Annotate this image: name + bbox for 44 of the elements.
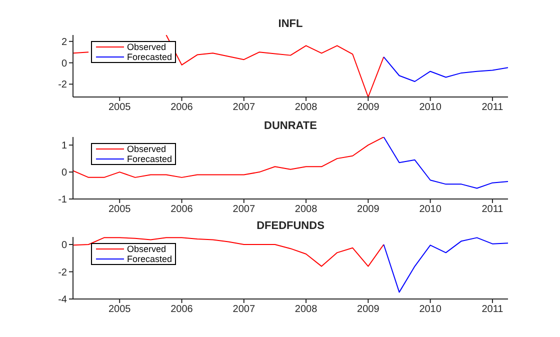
line-series xyxy=(73,237,384,267)
legend-label: Observed xyxy=(127,144,166,154)
line-series xyxy=(73,137,384,178)
x-tick-label: 2008 xyxy=(294,102,318,114)
y-tick-label: 0 xyxy=(61,58,68,70)
chart-title: DFEDFUNDS xyxy=(256,220,326,232)
x-tick-label: 2007 xyxy=(232,204,256,216)
x-tick-label: 2005 xyxy=(108,204,132,216)
legend-label: Observed xyxy=(127,244,166,254)
x-tick-label: 2008 xyxy=(294,304,318,316)
x-tick-label: 2011 xyxy=(482,304,504,316)
chart-title: DUNRATE xyxy=(263,120,318,132)
y-tick-label: 1 xyxy=(61,140,68,152)
x-tick-label: 2011 xyxy=(482,204,504,216)
y-tick-label: -2 xyxy=(58,267,68,278)
x-tick-label: 2009 xyxy=(357,204,380,216)
x-tick-label: 2010 xyxy=(419,204,442,216)
y-tick-label: 0 xyxy=(61,240,68,252)
y-tick-label: 0 xyxy=(61,168,68,179)
line-series xyxy=(383,56,508,82)
x-tick-label: 2010 xyxy=(419,304,442,316)
line-series xyxy=(383,137,508,189)
x-tick-label: 2005 xyxy=(108,102,132,114)
y-tick-label: -4 xyxy=(58,294,68,306)
legend-label: Forecasted xyxy=(127,154,172,164)
legend-label: Forecasted xyxy=(127,254,172,264)
y-tick-label: 2 xyxy=(61,36,68,48)
x-tick-label: 2006 xyxy=(170,102,194,114)
legend-label: Observed xyxy=(127,42,166,52)
x-tick-label: 2005 xyxy=(108,304,132,316)
x-tick-label: 2007 xyxy=(232,304,256,316)
legend-label: Forecasted xyxy=(127,52,172,62)
y-tick-label: -2 xyxy=(58,80,68,91)
x-tick-label: 2008 xyxy=(294,204,318,216)
x-tick-label: 2007 xyxy=(232,102,256,114)
x-tick-label: 2006 xyxy=(170,304,194,316)
y-tick-label: -1 xyxy=(58,194,68,206)
line-series xyxy=(383,237,508,293)
x-tick-label: 2006 xyxy=(170,204,194,216)
x-tick-label: 2009 xyxy=(357,102,380,114)
chart-title: INFL xyxy=(277,18,304,30)
x-tick-label: 2010 xyxy=(419,102,442,114)
x-tick-label: 2011 xyxy=(482,102,504,114)
x-tick-label: 2009 xyxy=(357,304,380,316)
